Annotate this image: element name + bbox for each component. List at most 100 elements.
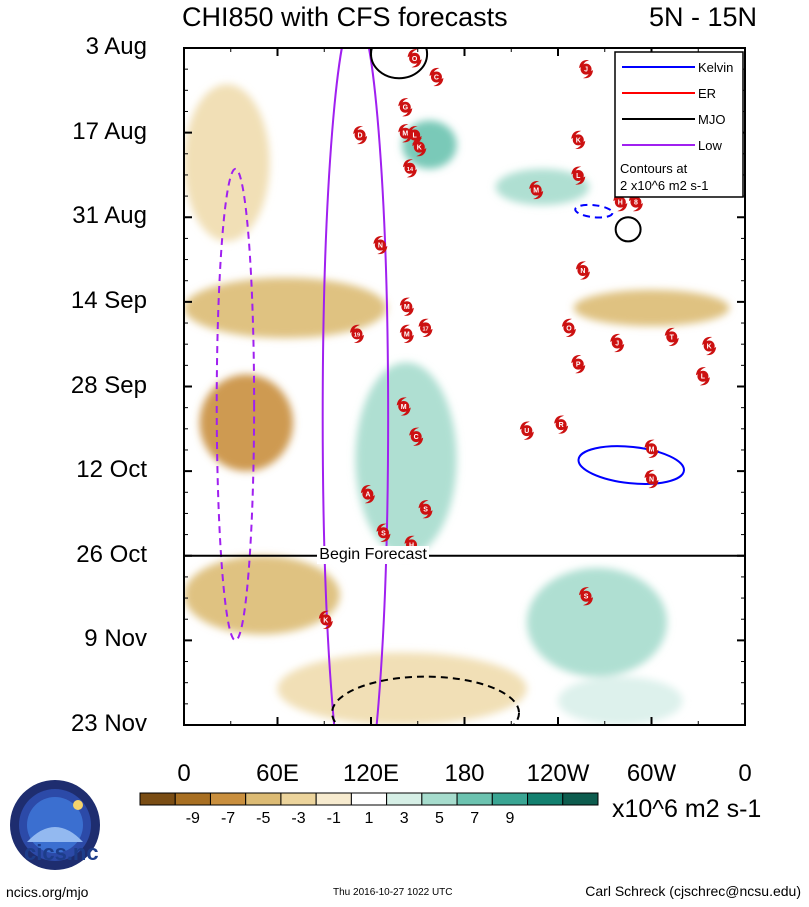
mjo-filter-contour — [614, 216, 642, 243]
colorbar-tick-label: -3 — [291, 810, 306, 827]
colorbar-bin — [139, 792, 176, 806]
y-tick-label: 17 Aug — [72, 117, 147, 145]
storm-marker[interactable]: M — [529, 180, 544, 200]
colorbar-bin — [209, 792, 247, 806]
storm-eye — [521, 425, 533, 437]
colorbar-bin — [315, 792, 352, 806]
storm-marker[interactable]: C — [409, 427, 424, 446]
y-tick-label: 14 Sep — [70, 286, 147, 314]
storm-marker[interactable]: O — [561, 318, 576, 337]
storm-marker[interactable]: H — [613, 193, 628, 212]
storm-marker[interactable]: N — [644, 469, 659, 489]
storm-marker[interactable]: S — [418, 500, 433, 519]
storm-marker[interactable]: P — [571, 355, 586, 374]
low-filter-contour — [215, 167, 256, 642]
storm-eye — [420, 322, 432, 334]
logo-text: cics.nc — [24, 840, 99, 865]
storm-marker[interactable]: S — [579, 587, 594, 606]
storm-marker[interactable]: J — [579, 60, 594, 79]
storm-marker[interactable]: R — [554, 415, 569, 434]
colorbar-tick-label: 7 — [470, 810, 480, 827]
storm-marker[interactable]: L — [695, 367, 710, 386]
storm-eye — [404, 162, 416, 174]
legend-contour-note-1: Contours at — [620, 161, 688, 176]
footer-link[interactable]: ncics.org/mjo — [6, 884, 89, 900]
storm-label: S — [584, 594, 589, 601]
storm-marker[interactable]: 8 — [628, 193, 643, 212]
storm-label: J — [615, 340, 619, 347]
colorbar-bin — [527, 792, 564, 806]
storm-marker[interactable]: T — [664, 327, 679, 347]
storm-marker[interactable]: M — [399, 297, 414, 316]
storm-marker[interactable]: U — [519, 421, 534, 440]
storm-marker[interactable]: K — [702, 336, 717, 356]
storm-eye — [420, 503, 432, 515]
storm-eye — [430, 71, 442, 83]
begin-forecast-label: Begin Forecast — [317, 545, 429, 564]
storm-marker[interactable]: M — [644, 439, 659, 458]
storm-label: G — [403, 105, 409, 112]
storm-marker[interactable]: D — [353, 125, 368, 145]
storm-label: K — [417, 145, 422, 152]
x-tick-label: 120E — [342, 760, 400, 787]
storm-label: M — [401, 404, 407, 411]
y-tick-label: 3 Aug — [85, 33, 147, 60]
storm-marker[interactable]: M — [396, 397, 411, 416]
storm-marker[interactable]: L — [571, 166, 586, 185]
x-tick-label: 180 — [444, 760, 485, 787]
storm-eye — [577, 264, 589, 276]
storm-label: J — [584, 67, 588, 74]
storm-label: L — [701, 374, 706, 381]
colorbar-tick-label: 9 — [505, 810, 515, 827]
storm-marker[interactable]: K — [571, 130, 586, 149]
storm-eye — [401, 328, 413, 340]
legend-label-mjo: MJO — [698, 112, 725, 127]
legend-box: Kelvin ER MJO Low Contours at 2 x10^6 m2 s-… — [614, 51, 744, 198]
storm-eye — [572, 134, 584, 146]
x-tick-label: 120W — [526, 760, 590, 787]
storm-eye — [572, 358, 584, 370]
colorbar-tick-label: 1 — [364, 810, 374, 827]
field-region — [558, 676, 683, 725]
storm-eye — [399, 101, 411, 113]
low-filter-contour — [321, 48, 390, 725]
storm-marker[interactable]: A — [360, 484, 375, 504]
storm-marker[interactable]: N — [373, 235, 388, 255]
colorbar-bin — [491, 792, 529, 806]
storm-marker[interactable]: N — [575, 261, 590, 280]
storm-eye — [572, 170, 584, 182]
legend-label-low: Low — [698, 138, 722, 153]
x-tick-label: 0 — [177, 760, 191, 787]
y-tick-label: 12 Oct — [76, 456, 147, 484]
storm-marker[interactable]: L — [407, 125, 422, 145]
storm-marker[interactable]: G — [398, 98, 413, 117]
storm-marker[interactable]: K — [318, 610, 333, 629]
storm-eye — [401, 301, 413, 313]
storm-label: S — [381, 530, 386, 537]
storm-label: O — [566, 325, 572, 332]
storm-eye — [646, 443, 657, 455]
storm-marker[interactable]: S — [376, 523, 391, 542]
storm-label: 8 — [634, 200, 638, 207]
storm-eye — [530, 184, 542, 196]
storm-marker[interactable]: M — [399, 324, 414, 344]
storm-label: L — [576, 173, 581, 180]
storm-marker[interactable]: K — [412, 138, 427, 157]
storm-label: C — [434, 75, 439, 82]
field-region — [184, 555, 340, 635]
colorbar-bin — [280, 792, 317, 806]
colorbar-tick-label: -5 — [256, 810, 271, 827]
field-region — [184, 84, 270, 242]
storm-marker[interactable]: 14 — [402, 159, 417, 178]
storm-marker[interactable]: C — [429, 67, 444, 87]
colorbar-tick-label: 3 — [399, 810, 409, 827]
storm-label: M — [404, 331, 410, 338]
storm-marker[interactable]: 17 — [418, 318, 433, 337]
legend-contour-note-2: 2 x10^6 m2 s-1 — [620, 178, 708, 193]
storm-marker[interactable]: 19 — [349, 324, 364, 344]
cics-logo — [10, 780, 100, 870]
storm-marker[interactable]: J — [610, 333, 625, 353]
storm-marker[interactable]: O — [407, 49, 422, 68]
storm-label: U — [524, 428, 529, 435]
